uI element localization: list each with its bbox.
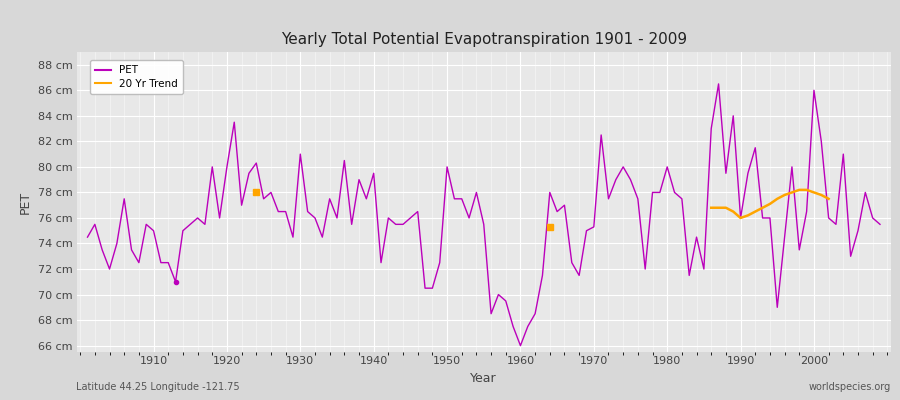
Title: Yearly Total Potential Evapotranspiration 1901 - 2009: Yearly Total Potential Evapotranspiratio…	[281, 32, 687, 47]
X-axis label: Year: Year	[471, 372, 497, 385]
Legend: PET, 20 Yr Trend: PET, 20 Yr Trend	[90, 60, 183, 94]
Text: Latitude 44.25 Longitude -121.75: Latitude 44.25 Longitude -121.75	[76, 382, 240, 392]
Y-axis label: PET: PET	[19, 190, 32, 214]
Text: worldspecies.org: worldspecies.org	[809, 382, 891, 392]
